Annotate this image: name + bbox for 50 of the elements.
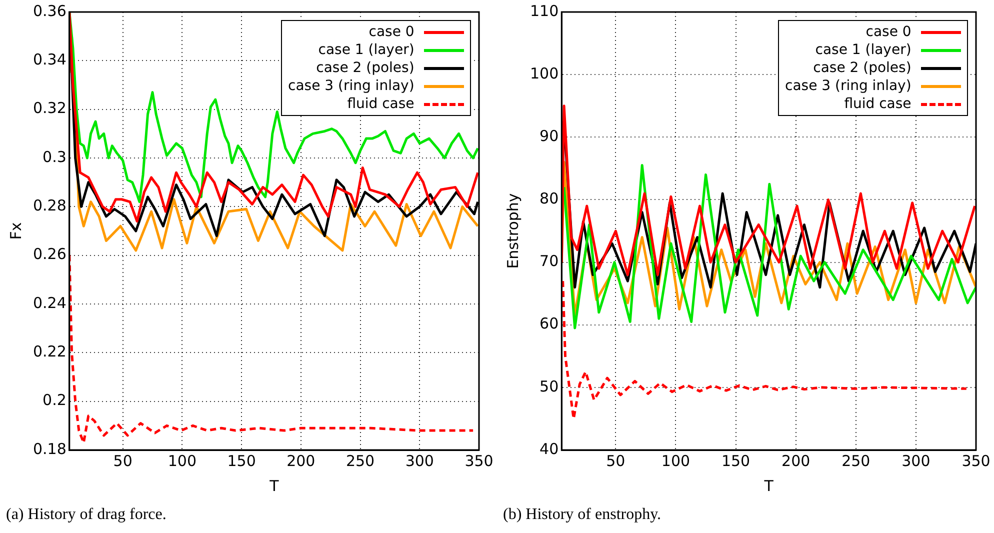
x-tick-label: 100	[661, 452, 690, 470]
y-tick-label: 0.28	[32, 196, 66, 215]
y-tick-label: 60	[540, 314, 559, 333]
x-tick-label: 200	[286, 452, 316, 470]
y-tick-label: 80	[540, 190, 559, 208]
y-tick-label: 0.26	[32, 245, 66, 264]
legend-label: case 2 (poles)	[813, 59, 912, 77]
x-tick-label: 150	[721, 452, 750, 470]
x-tick-label: 350	[464, 452, 494, 470]
legend-label: case 2 (poles)	[316, 59, 414, 77]
y-tick-label: 110	[530, 2, 559, 20]
y-tick-label: 0.32	[32, 99, 66, 118]
legend-label: fluid case	[844, 95, 912, 113]
y-tick-label: 0.36	[32, 2, 66, 20]
y-axis-title: Enstrophy	[504, 193, 522, 269]
y-tick-label: 0.3	[42, 148, 66, 166]
x-tick-label: 150	[227, 452, 256, 470]
text: (b) History of enstrophy.	[503, 506, 662, 524]
y-tick-label: 90	[540, 127, 559, 146]
y-tick-label: 0.34	[32, 50, 66, 69]
x-axis-title: T	[763, 476, 774, 495]
x-tick-label: 200	[782, 452, 810, 470]
y-tick-label: 0.2	[42, 391, 66, 410]
x-tick-label: 250	[842, 452, 870, 470]
x-axis-title: T	[268, 476, 280, 495]
legend-label: case 0	[368, 23, 414, 41]
x-tick-label: 350	[962, 452, 990, 470]
y-tick-label: 0.24	[32, 294, 66, 312]
x-tick-label: 250	[346, 452, 375, 470]
line-series	[562, 280, 968, 420]
legend-label: case 3 (ring inlay)	[288, 77, 414, 95]
legend-label: case 3 (ring inlay)	[785, 77, 912, 95]
x-tick-label: 300	[405, 452, 434, 470]
x-tick-label: 50	[606, 452, 626, 470]
y-tick-label: 100	[530, 64, 559, 82]
line-series	[69, 254, 474, 444]
legend-label: case 1 (layer)	[815, 41, 912, 59]
legend-label: case 1 (layer)	[318, 41, 414, 59]
x-tick-label: 50	[113, 452, 132, 470]
y-tick-label: 0.18	[32, 440, 66, 458]
y-axis-title: Fx	[6, 222, 25, 240]
legend-label: fluid case	[347, 95, 414, 113]
y-tick-label: 50	[540, 377, 559, 396]
legend-label: case 0	[866, 23, 912, 41]
y-tick-label: 0.22	[32, 342, 66, 361]
x-tick-label: 300	[902, 452, 930, 470]
text: (a) History of drag force.	[6, 506, 166, 524]
x-tick-label: 100	[168, 452, 197, 470]
y-tick-label: 40	[540, 440, 559, 458]
y-tick-label: 70	[540, 252, 559, 270]
